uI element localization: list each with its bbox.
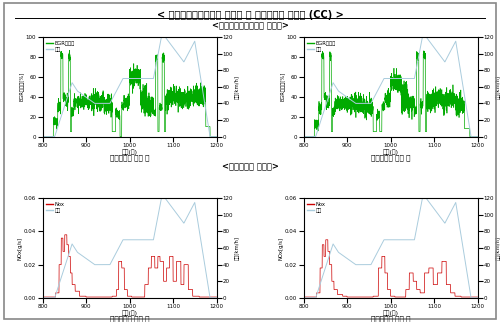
Y-axis label: EGR가동율[%]: EGR가동율[%] — [20, 72, 24, 101]
X-axis label: 시간(초): 시간(초) — [382, 310, 398, 316]
Y-axis label: EGR가동율[%]: EGR가동율[%] — [280, 72, 285, 101]
Legend: Nox, 차속: Nox, 차속 — [306, 201, 326, 214]
Y-axis label: 차속[km/h]: 차속[km/h] — [496, 236, 500, 260]
Text: <질소산화물 배출량>: <질소산화물 배출량> — [222, 163, 278, 172]
Text: 소프트웨어 교체 前: 소프트웨어 교체 前 — [110, 154, 149, 161]
Text: 소프트웨어 교체 後: 소프트웨어 교체 後 — [370, 316, 410, 322]
X-axis label: 시간(초): 시간(초) — [122, 310, 138, 316]
Text: 소프트웨어 교체 前: 소프트웨어 교체 前 — [110, 316, 149, 322]
Legend: EGR가동율, 차속: EGR가동율, 차속 — [45, 40, 76, 53]
Text: <배출가스재순환장치 가동율>: <배출가스재순환장치 가동율> — [212, 21, 288, 30]
Legend: EGR가동율, 차속: EGR가동율, 차속 — [306, 40, 337, 53]
Y-axis label: NOx[g/s]: NOx[g/s] — [18, 237, 22, 260]
Text: < 배출가스재순환장치 가동율 및 질소산화물 배출량 (CC) >: < 배출가스재순환장치 가동율 및 질소산화물 배출량 (CC) > — [156, 10, 344, 20]
Legend: Nox, 차속: Nox, 차속 — [45, 201, 66, 214]
Y-axis label: 차속[km/h]: 차속[km/h] — [496, 75, 500, 99]
X-axis label: 시간(초): 시간(초) — [122, 149, 138, 155]
X-axis label: 시간(초): 시간(초) — [382, 149, 398, 155]
Y-axis label: NOx[g/s]: NOx[g/s] — [278, 237, 283, 260]
Y-axis label: 차속[km/h]: 차속[km/h] — [234, 75, 240, 99]
Y-axis label: 차속[km/h]: 차속[km/h] — [234, 236, 240, 260]
Text: 소프트웨어 교체 後: 소프트웨어 교체 後 — [370, 154, 410, 161]
